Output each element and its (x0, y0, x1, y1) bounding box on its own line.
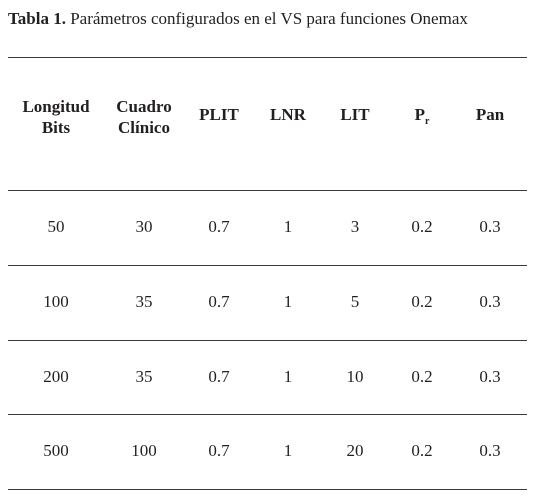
header-cell: Longitud Bits (11, 96, 101, 138)
table-cell: 35 (135, 292, 153, 311)
caption-label: Tabla 1. (8, 9, 66, 28)
rule (8, 265, 527, 266)
header-text: Clínico (118, 118, 170, 137)
rule (8, 489, 527, 490)
header-text: P (414, 105, 425, 124)
rule (8, 57, 527, 58)
table-cell: 0.2 (411, 292, 433, 311)
header-text: Pan (475, 105, 505, 124)
table-cell: 1 (283, 217, 293, 236)
table-cell: 1 (283, 292, 293, 311)
table-cell: 3 (350, 217, 360, 236)
header-cell: LIT (310, 104, 400, 125)
table-cell: 0.2 (411, 217, 433, 236)
header-cell: LNR (243, 104, 333, 125)
table-cell: 100 (43, 292, 69, 311)
table-cell: 0.2 (411, 367, 433, 386)
header-cell: Cuadro Clínico (99, 96, 189, 138)
table-cell: 50 (47, 217, 65, 236)
header-text: Cuadro (116, 97, 172, 116)
rule (8, 414, 527, 415)
table-cell: 0.2 (411, 441, 433, 460)
table-cell: 0.7 (208, 441, 230, 460)
table-cell: 0.3 (479, 292, 501, 311)
table-cell: 0.3 (479, 217, 501, 236)
table-cell: 0.7 (208, 367, 230, 386)
header-text: LNR (270, 105, 306, 124)
header-text: Longitud (22, 97, 90, 116)
table-cell: 0.7 (208, 292, 230, 311)
caption: Tabla 1. Parámetros configurados en el V… (8, 9, 468, 29)
table-cell: 200 (43, 367, 69, 386)
caption-text: Parámetros configurados en el VS para fu… (70, 9, 468, 28)
header-text: Bits (41, 118, 71, 137)
header-cell: Pr (377, 104, 467, 132)
header-subscript: r (424, 116, 430, 127)
table-cell: 1 (283, 441, 293, 460)
header-text: LIT (340, 105, 370, 124)
rule (8, 340, 527, 341)
table-cell: 30 (135, 217, 153, 236)
table-cell: 1 (283, 367, 293, 386)
table-cell: 35 (135, 367, 153, 386)
table-cell: 10 (346, 367, 364, 386)
table-cell: 100 (131, 441, 157, 460)
table-cell: 500 (43, 441, 69, 460)
table-cell: 0.7 (208, 217, 230, 236)
rule (8, 190, 527, 191)
table-cell: 5 (350, 292, 360, 311)
table-cell: 20 (346, 441, 364, 460)
header-text: PLIT (199, 105, 239, 124)
header-cell: Pan (445, 104, 535, 125)
table-cell: 0.3 (479, 367, 501, 386)
table-cell: 0.3 (479, 441, 501, 460)
header-cell: PLIT (174, 104, 264, 125)
